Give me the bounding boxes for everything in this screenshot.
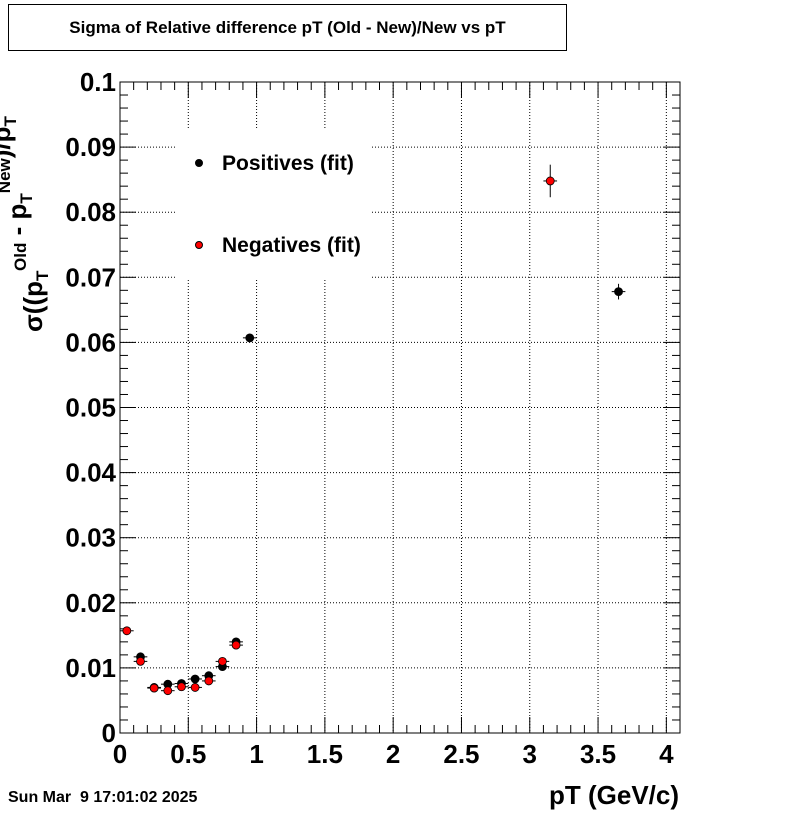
data-point-positives — [614, 287, 623, 297]
legend-item-positives: Positives (fit) — [176, 152, 354, 176]
data-point-positives — [245, 333, 255, 343]
y-tick-label: 0.02 — [65, 588, 116, 618]
x-tick-label: 1 — [249, 739, 263, 769]
data-point-negatives — [149, 683, 159, 693]
y-tick-label: 0.06 — [65, 327, 116, 357]
data-point-negatives — [136, 656, 145, 666]
x-tick-label: 2.5 — [443, 739, 479, 769]
y-tick-label: 0.05 — [65, 393, 116, 423]
data-point-positives — [190, 674, 200, 684]
legend-label-positives: Positives (fit) — [222, 152, 354, 175]
y-tick-label: 0.08 — [65, 197, 116, 227]
data-point-negatives — [218, 656, 227, 666]
x-tick-label: 3.5 — [580, 739, 616, 769]
x-tick-label: 1.5 — [307, 739, 343, 769]
x-tick-label: 0.5 — [170, 739, 206, 769]
y-tick-label: 0.1 — [80, 67, 116, 97]
data-point-negatives — [190, 683, 200, 692]
data-point-negatives — [231, 640, 241, 650]
data-point-negatives — [177, 682, 186, 692]
timestamp: Sun Mar 9 17:01:02 2025 — [8, 789, 198, 806]
legend: Positives (fit) Negatives (fit) — [176, 130, 372, 280]
y-axis-label: σ((pTOld - pTNew)/pTNew) — [0, 72, 52, 332]
y-tick-label: 0.04 — [65, 458, 116, 488]
y-tick-label: 0.01 — [65, 653, 116, 683]
data-point-negatives — [545, 176, 555, 186]
legend-marker-negatives — [176, 236, 222, 256]
x-tick-label: 3 — [523, 739, 537, 769]
data-point-negatives — [163, 686, 173, 696]
x-tick-label: 0 — [113, 739, 127, 769]
legend-item-negatives: Negatives (fit) — [176, 234, 361, 258]
legend-marker-positives — [176, 154, 222, 174]
data-point-negatives — [204, 676, 214, 686]
x-tick-label: 2 — [386, 739, 400, 769]
y-tick-label: 0 — [102, 718, 116, 748]
chart-title: Sigma of Relative difference pT (Old - N… — [8, 4, 567, 51]
x-tick-label: 4 — [659, 739, 674, 769]
y-tick-label: 0.09 — [65, 132, 116, 162]
y-tick-label: 0.03 — [65, 523, 116, 553]
x-axis-label: pT (GeV/c) — [548, 780, 679, 810]
legend-label-negatives: Negatives (fit) — [222, 234, 361, 257]
y-tick-label: 0.07 — [65, 262, 116, 292]
data-point-negatives — [122, 626, 132, 636]
